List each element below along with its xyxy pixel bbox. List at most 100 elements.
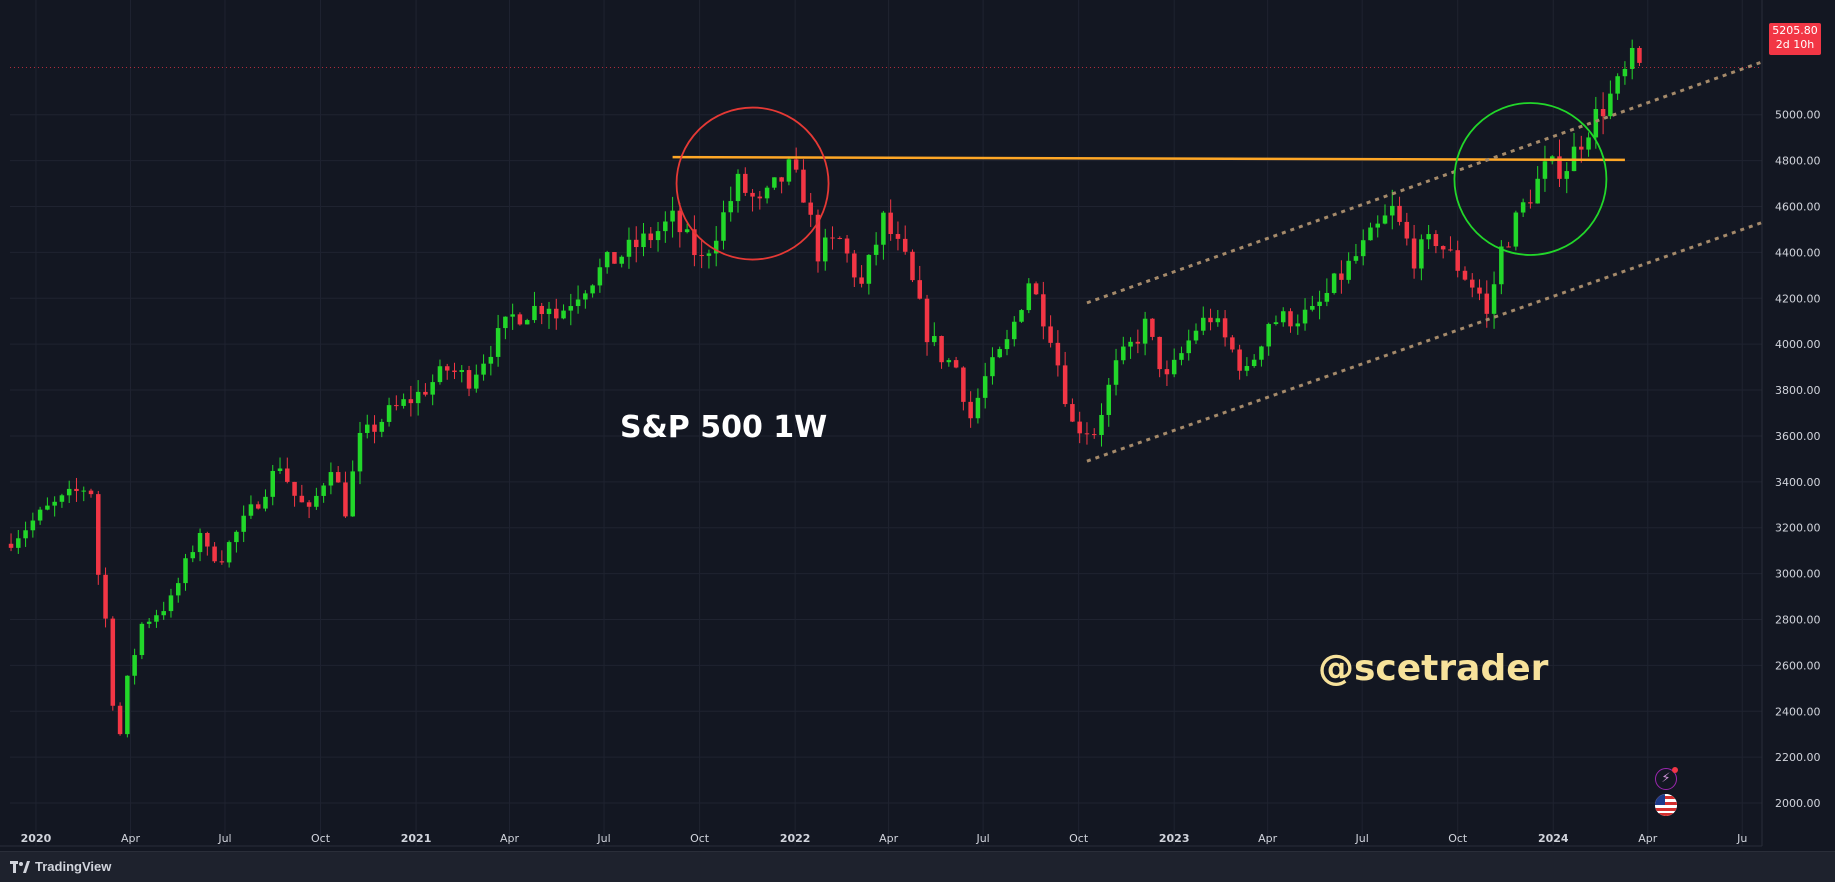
candle-body: [168, 595, 174, 612]
candle-body: [1033, 283, 1039, 295]
price-tick-label: 4400.00: [1775, 246, 1821, 259]
candle-body: [52, 501, 57, 506]
candle-body: [154, 615, 159, 622]
candle-body: [626, 239, 632, 257]
candle-body: [619, 256, 624, 264]
candle-body: [8, 543, 14, 548]
candle-body: [415, 391, 421, 404]
candle-body: [1193, 330, 1199, 341]
candle-body: [946, 360, 952, 363]
candle-body: [510, 314, 515, 317]
candle-body: [561, 310, 566, 319]
candle-body: [1179, 353, 1184, 360]
candle-body: [1375, 223, 1380, 228]
candle-body: [183, 558, 188, 584]
candle-body: [866, 254, 872, 284]
candle-body: [1266, 324, 1271, 347]
candle-body: [1404, 221, 1410, 239]
green-circle-highlight: [1453, 102, 1608, 256]
time-tick-label: Jul: [217, 832, 231, 845]
candle-body: [270, 470, 276, 497]
candle-body: [990, 357, 995, 377]
price-axis[interactable]: 2000.00 2200.00 2400.00 2600.00 2800.00 3000.…: [1761, 0, 1835, 851]
candle-body: [808, 202, 813, 215]
candle-body: [1462, 270, 1468, 280]
candle-body: [750, 192, 755, 197]
candle-body: [365, 424, 370, 433]
us-flag-icon[interactable]: [1655, 794, 1677, 816]
annotations: [10, 60, 1763, 463]
candle-body: [175, 583, 181, 596]
time-tick-label: 2023: [1159, 832, 1190, 845]
time-tick-label: Apr: [1638, 832, 1658, 845]
candle-body: [648, 233, 654, 241]
candle-body: [568, 306, 574, 311]
candle-body: [953, 360, 959, 368]
candle-body: [852, 253, 857, 278]
candle-body: [1215, 318, 1221, 323]
candle-body: [910, 251, 915, 281]
chart-svg[interactable]: 2000.00 2200.00 2400.00 2600.00 2800.00 3000.…: [0, 0, 1835, 851]
candle-body: [37, 509, 43, 521]
candle-body: [1629, 47, 1635, 69]
candle-body: [1142, 318, 1148, 344]
candle-body: [888, 212, 893, 235]
candle-body: [604, 252, 610, 268]
candle-body: [670, 210, 675, 222]
price-tick-label: 2000.00: [1775, 797, 1821, 810]
candle-body: [1440, 246, 1446, 250]
candle-body: [1295, 323, 1301, 327]
candle-body: [1201, 317, 1206, 331]
time-tick-label: Apr: [500, 832, 520, 845]
candle-body: [1070, 404, 1075, 422]
candle-body: [394, 405, 399, 407]
price-tick-label: 2400.00: [1775, 705, 1821, 718]
candle-body: [1564, 171, 1570, 179]
candle-body: [1535, 178, 1540, 204]
candle-body: [1622, 68, 1628, 77]
candle-body: [190, 552, 196, 559]
candle-body: [1004, 339, 1010, 350]
candle-body: [539, 305, 544, 315]
brand[interactable]: TradingView: [10, 859, 111, 874]
candle-body: [96, 494, 101, 575]
candle-body: [66, 488, 72, 496]
candle-body: [1346, 260, 1351, 280]
candle-body: [1608, 93, 1613, 117]
candle-body: [1339, 273, 1344, 280]
candle-body: [1230, 337, 1235, 350]
time-tick-label: 2022: [780, 832, 811, 845]
brand-name: TradingView: [35, 859, 112, 874]
candle-body: [503, 316, 508, 329]
candle-body: [292, 481, 297, 496]
candle-body: [801, 169, 806, 203]
time-tick-label: 2024: [1538, 832, 1569, 845]
candle-body: [1593, 109, 1599, 138]
candle-body: [1513, 212, 1519, 247]
candle-body: [321, 485, 326, 496]
time-tick-label: Jul: [1355, 832, 1369, 845]
chart-title: S&P 500 1W: [620, 410, 828, 445]
lightning-icon[interactable]: ⚡: [1655, 767, 1678, 790]
candle-body: [125, 675, 130, 735]
price-tick-label: 3800.00: [1775, 384, 1821, 397]
candle-body: [132, 655, 137, 676]
candle-body: [641, 233, 646, 248]
candle-body: [830, 237, 835, 239]
candle-body: [459, 370, 465, 373]
candle-body: [633, 239, 639, 248]
channel-lower-line: [1086, 221, 1763, 463]
candle-body: [343, 482, 348, 517]
candle-body: [1448, 249, 1453, 251]
candle-body: [1288, 311, 1293, 327]
candle-body: [655, 231, 661, 241]
candle-body: [1397, 205, 1402, 222]
time-axis[interactable]: 2020 Apr Jul Oct 2021 Apr Jul Oct 2022 Apr Jul Oct 2…: [0, 832, 1762, 847]
price-axis-bg: [1762, 0, 1835, 851]
candle-body: [706, 253, 712, 256]
candle-body: [1557, 156, 1562, 179]
candle-body: [961, 367, 966, 402]
candle-body: [1600, 109, 1606, 117]
candle-body: [437, 366, 443, 383]
time-tick-label: Jul: [596, 832, 610, 845]
